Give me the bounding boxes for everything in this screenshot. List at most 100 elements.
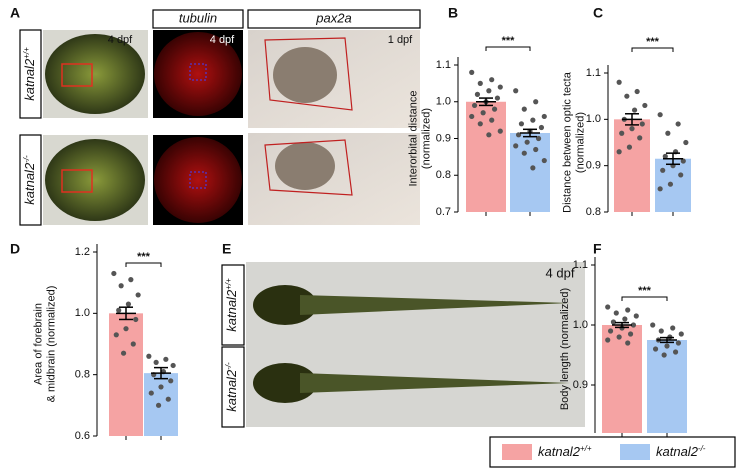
y-tick-label: 1.1 [586,67,601,79]
data-point [155,402,162,408]
data-point [664,343,670,349]
bar [647,340,687,433]
data-point [497,128,503,134]
y-tick-label: 0.9 [573,379,588,391]
data-point [616,334,622,340]
data-point [607,328,614,334]
legend-swatch [502,444,532,460]
data-point [113,332,119,338]
data-point [133,316,139,323]
genotype-sup: +/+ [224,278,233,290]
data-point [158,384,164,390]
y-axis-label: Interorbital distance(normalized) [407,91,432,187]
y-tick-label: 1.0 [75,307,90,319]
data-point [513,143,519,149]
data-point [469,69,475,75]
genotype-base: katnal2 [224,289,239,332]
bar [466,101,506,212]
data-point [130,341,136,347]
data-point [678,331,684,337]
bar [109,313,143,436]
data-point [633,313,639,319]
legend-base: katnal2 [656,444,699,459]
data-point [120,350,127,356]
data-point [491,106,498,112]
data-point [625,307,631,313]
data-point [662,153,668,159]
genotype-label: katnal2-/- [224,362,240,412]
y-tick-label: 0.9 [436,132,451,144]
data-point [680,158,686,164]
genotype-sup: -/- [22,155,31,163]
data-point [538,124,545,131]
data-point [660,167,666,173]
data-point [469,113,475,120]
genotype-label: katnal2+/+ [224,278,240,332]
significance-bracket [621,296,668,301]
data-point [639,121,645,127]
y-axis-label: Area of forebrain& midbrain (normalized) [32,286,57,403]
y-tick-label: 1.1 [436,59,451,71]
data-point [530,165,536,171]
data-point [148,390,154,396]
y-tick-label: 1.0 [436,96,451,108]
data-point [652,346,659,352]
data-point [622,316,628,322]
y-axis-label: Body length (normalized) [559,288,571,410]
stage-label: 4 dpf [546,265,575,280]
y-tick-label: 0.8 [436,169,451,181]
data-point [111,270,117,277]
data-point [624,93,630,99]
data-point [474,91,481,97]
data-point [535,135,542,142]
data-point [605,304,611,310]
data-point [471,102,478,109]
data-point [672,349,679,355]
data-point [533,146,539,153]
data-point [477,80,483,86]
data-point [125,301,132,307]
genotype-base: katnal2 [224,369,239,412]
legend-sup: +/+ [580,444,592,453]
data-point [135,292,141,298]
bar [602,325,642,433]
y-axis-label-line: & midbrain (normalized) [45,286,57,403]
data-point [486,88,492,94]
y-tick-label: 0.8 [75,369,90,381]
y-tick-label: 1.1 [573,259,588,271]
panel-a-header: tubulin [179,10,217,25]
data-point [521,150,527,156]
data-point [541,157,547,164]
panel-label: A [10,5,20,21]
y-axis-label-line: (normalized) [574,112,586,173]
data-point [650,322,656,328]
y-tick-label: 1.2 [75,246,90,258]
significance-label: *** [502,35,516,47]
genotype-sup: -/- [224,362,233,370]
data-point [683,139,689,146]
data-point [661,352,667,358]
data-point [634,88,640,95]
data-point [118,283,124,289]
data-point [629,126,635,132]
data-point [541,113,547,120]
data-point [625,340,631,346]
data-point [146,353,152,359]
data-point [630,322,637,328]
panel-label: D [10,241,20,257]
genotype-sup: +/+ [22,47,31,59]
panel-a-images [43,30,420,225]
data-point [658,328,664,334]
significance-label: *** [137,251,151,263]
y-tick-label: 1.0 [573,319,588,331]
y-tick-label: 1.0 [586,113,601,125]
data-point [515,132,522,138]
data-point [489,77,495,83]
data-point [619,130,625,136]
y-tick-label: 0.6 [75,430,90,442]
y-tick-label: 0.9 [586,160,601,172]
significance-label: *** [638,285,652,297]
data-point [489,117,495,123]
y-axis-label: Distance between optic tecta(normalized) [561,71,586,213]
data-point [616,79,622,85]
